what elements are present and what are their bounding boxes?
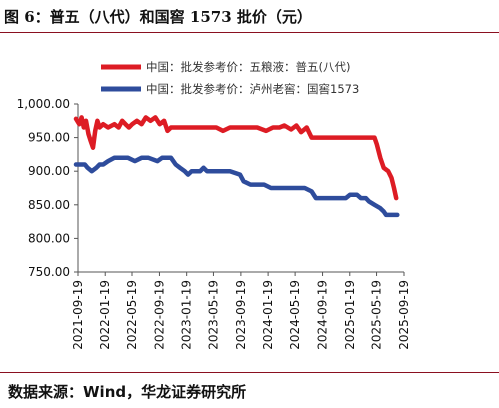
x-tick-label: 2024-05-19 — [288, 280, 302, 350]
legend-label-series-1: 中国：批发参考价：五粮液：普五(八代) — [146, 60, 350, 74]
x-tick-label: 2023-09-19 — [234, 280, 248, 350]
y-tick-label: 750.00 — [28, 265, 70, 279]
series-line-1 — [73, 115, 399, 201]
x-tick-label: 2025-01-19 — [343, 280, 357, 350]
x-tick-label: 2022-09-19 — [152, 280, 166, 350]
plot-area — [73, 115, 400, 218]
figure-title: 图 6：普五（八代）和国窖 1573 批价（元） — [4, 8, 312, 26]
x-tick-label: 2023-05-19 — [206, 280, 220, 350]
x-tick-label: 2022-05-19 — [125, 280, 139, 350]
axes: 1,000.00950.00900.00850.00800.00750.0020… — [17, 97, 411, 350]
legend: 中国：批发参考价：五粮液：普五(八代) 中国：批发参考价：泸州老窖：国窖1573 — [101, 60, 359, 96]
y-tick-label: 1,000.00 — [17, 97, 70, 111]
legend-label-series-2: 中国：批发参考价：泸州老窖：国窖1573 — [146, 82, 359, 96]
data-source: 数据来源：Wind，华龙证券研究所 — [8, 383, 247, 401]
source-bar: 数据来源：Wind，华龙证券研究所 — [0, 372, 499, 408]
x-tick-label: 2023-01-19 — [180, 280, 194, 350]
y-tick-label: 950.00 — [28, 131, 70, 145]
title-bar: 图 6：普五（八代）和国窖 1573 批价（元） — [0, 0, 499, 33]
y-tick-label: 850.00 — [28, 198, 70, 212]
x-tick-label: 2024-01-19 — [261, 280, 275, 350]
series-line-2 — [73, 155, 400, 218]
y-tick-label: 800.00 — [28, 231, 70, 245]
x-tick-label: 2024-09-19 — [316, 280, 330, 350]
y-tick-label: 900.00 — [28, 164, 70, 178]
x-tick-label: 2025-09-19 — [397, 280, 411, 350]
x-tick-label: 2025-05-19 — [370, 280, 384, 350]
x-tick-label: 2021-09-19 — [71, 280, 85, 350]
x-tick-label: 2022-01-19 — [98, 280, 112, 350]
